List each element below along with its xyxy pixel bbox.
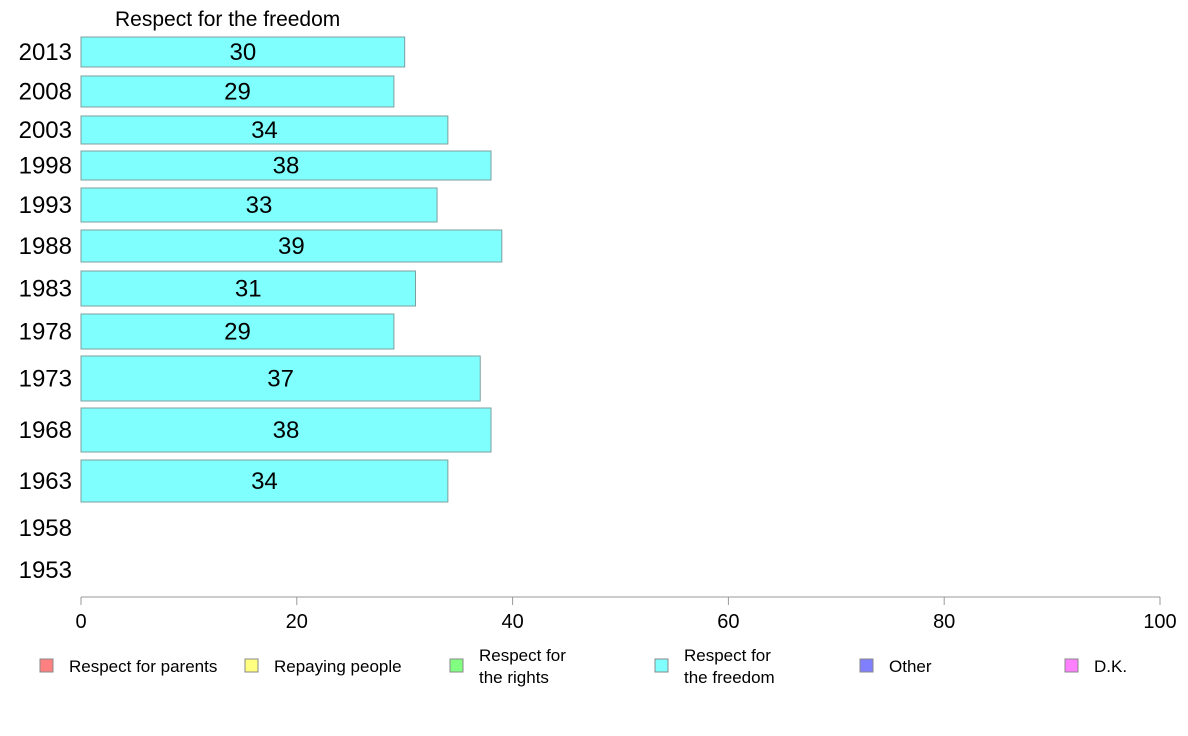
legend: Respect for parents Repaying people Respec… [39,646,1127,687]
legend-label: Respect for the rights [479,646,566,687]
y-tick-label: 1988 [19,233,72,260]
legend-label: D.K. [1094,657,1127,676]
bar-value-label: 38 [273,153,300,180]
y-tick-label: 2013 [19,39,72,66]
bar-value-label: 30 [229,39,256,66]
bar-value-label: 34 [251,468,278,495]
x-tick-label: 80 [933,611,955,633]
y-tick-label: 1958 [19,515,72,542]
bar [80,36,406,68]
x-tick-label: 100 [1143,611,1176,633]
bar [80,115,449,145]
bar [80,75,395,108]
legend-label: Repaying people [274,657,402,676]
legend-item: Other [859,657,932,676]
y-tick-label: 1998 [19,153,72,180]
legend-label: Respect for parents [69,657,217,676]
bar-value-label: 39 [278,233,305,260]
bar [80,187,438,223]
y-axis-labels: 2013 2008 2003 1998 1993 1988 1983 1978 1973 1968… [19,39,72,584]
legend-swatch [449,658,464,673]
x-tick-label: 60 [717,611,739,633]
bar-value-label: 31 [235,276,262,303]
y-tick-label: 1963 [19,468,72,495]
y-tick-label: 1983 [19,276,72,303]
chart-title: Respect for the freedom [115,8,340,31]
x-tick-label: 40 [501,611,523,633]
x-tick-label: 0 [75,611,86,633]
y-tick-label: 2003 [19,117,72,144]
legend-swatch [244,658,259,673]
y-tick-label: 1968 [19,417,72,444]
bar-value-label: 34 [251,117,278,144]
x-tick-label: 20 [286,611,308,633]
legend-swatch [1064,658,1079,673]
y-tick-label: 1993 [19,192,72,219]
legend-label: Other [889,657,932,676]
x-axis: 0 20 40 60 80 100 [75,596,1177,633]
y-tick-label: 2008 [19,79,72,106]
bar [80,355,481,402]
legend-swatch [859,658,874,673]
legend-item: Respect for the rights [449,646,566,687]
legend-label: Respect for the freedom [684,646,775,687]
legend-swatch [654,658,669,673]
legend-item: D.K. [1064,657,1127,676]
bar-value-label: 33 [246,192,273,219]
y-tick-label: 1973 [19,366,72,393]
bar [80,270,416,307]
bar-value-label: 29 [224,319,251,346]
bar-value-label: 38 [273,417,300,444]
bar [80,229,503,263]
legend-item: Respect for the freedom [654,646,775,687]
bar [80,150,492,181]
y-tick-label: 1978 [19,319,72,346]
bar [80,407,492,453]
bar [80,459,449,503]
legend-swatch [39,658,54,673]
legend-item: Repaying people [244,657,402,676]
legend-item: Respect for parents [39,657,217,676]
y-tick-label: 1953 [19,557,72,584]
bar-value-label: 37 [267,366,294,393]
bar [80,313,395,350]
bar-value-label: 29 [224,79,251,106]
